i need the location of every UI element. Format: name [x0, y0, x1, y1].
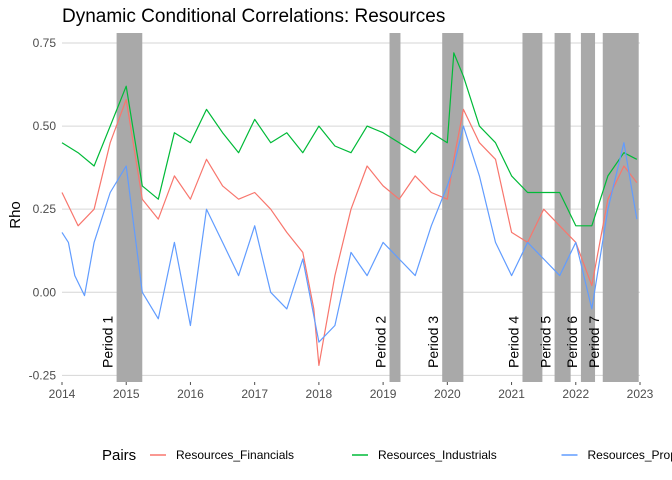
period-band [554, 33, 571, 382]
x-tick-label: 2023 [627, 387, 654, 401]
period-label: Period 3 [425, 316, 441, 368]
period-labels: Period 1 Period 2 Period 3 Period 4 Period 5… [100, 316, 602, 368]
series-line [61, 98, 638, 366]
x-tick-label: 2021 [498, 387, 525, 401]
x-tick-label: 2019 [370, 387, 397, 401]
period-label: Period 7 [586, 316, 602, 368]
x-tick-label: 2022 [562, 387, 589, 401]
period-label: Period 4 [505, 316, 521, 368]
series-line [61, 125, 638, 343]
period-label: Period 6 [564, 316, 580, 368]
y-tick-label: 0.00 [33, 285, 57, 299]
shaded-periods [116, 33, 639, 382]
x-tick-labels: 2014 2015 2016 2017 2018 2019 2020 2021 2022 2023 [49, 387, 654, 401]
y-tick-label: 0.50 [33, 119, 57, 133]
chart-title: Dynamic Conditional Correlations: Resour… [62, 6, 445, 27]
x-tick-label: 2015 [113, 387, 140, 401]
period-label: Period 1 [100, 316, 116, 368]
period-band [116, 33, 143, 382]
series-line [61, 52, 638, 227]
y-tick-labels: -0.25 0.00 0.25 0.50 0.75 [29, 36, 57, 382]
period-band [442, 33, 464, 382]
legend-label: Resources_Property [588, 448, 672, 462]
x-tick-label: 2020 [434, 387, 461, 401]
period-label: Period 5 [538, 316, 554, 368]
legend-title: Pairs [102, 447, 136, 464]
x-tick-label: 2017 [241, 387, 268, 401]
y-axis-label: Rho [7, 201, 24, 229]
x-tick-label: 2016 [177, 387, 204, 401]
x-tick-label: 2014 [49, 387, 76, 401]
y-tick-label: -0.25 [29, 368, 57, 382]
period-band [389, 33, 401, 382]
legend: Pairs Resources_Financials Resources_Indu… [102, 447, 672, 464]
legend-label: Resources_Industrials [378, 448, 497, 462]
legend-label: Resources_Financials [176, 448, 294, 462]
period-band [580, 33, 596, 382]
x-tick-label: 2018 [306, 387, 333, 401]
y-tick-label: 0.75 [33, 36, 57, 50]
period-band [522, 33, 543, 382]
period-label: Period 2 [373, 316, 389, 368]
series-lines [61, 52, 638, 366]
y-tick-label: 0.25 [33, 202, 57, 216]
